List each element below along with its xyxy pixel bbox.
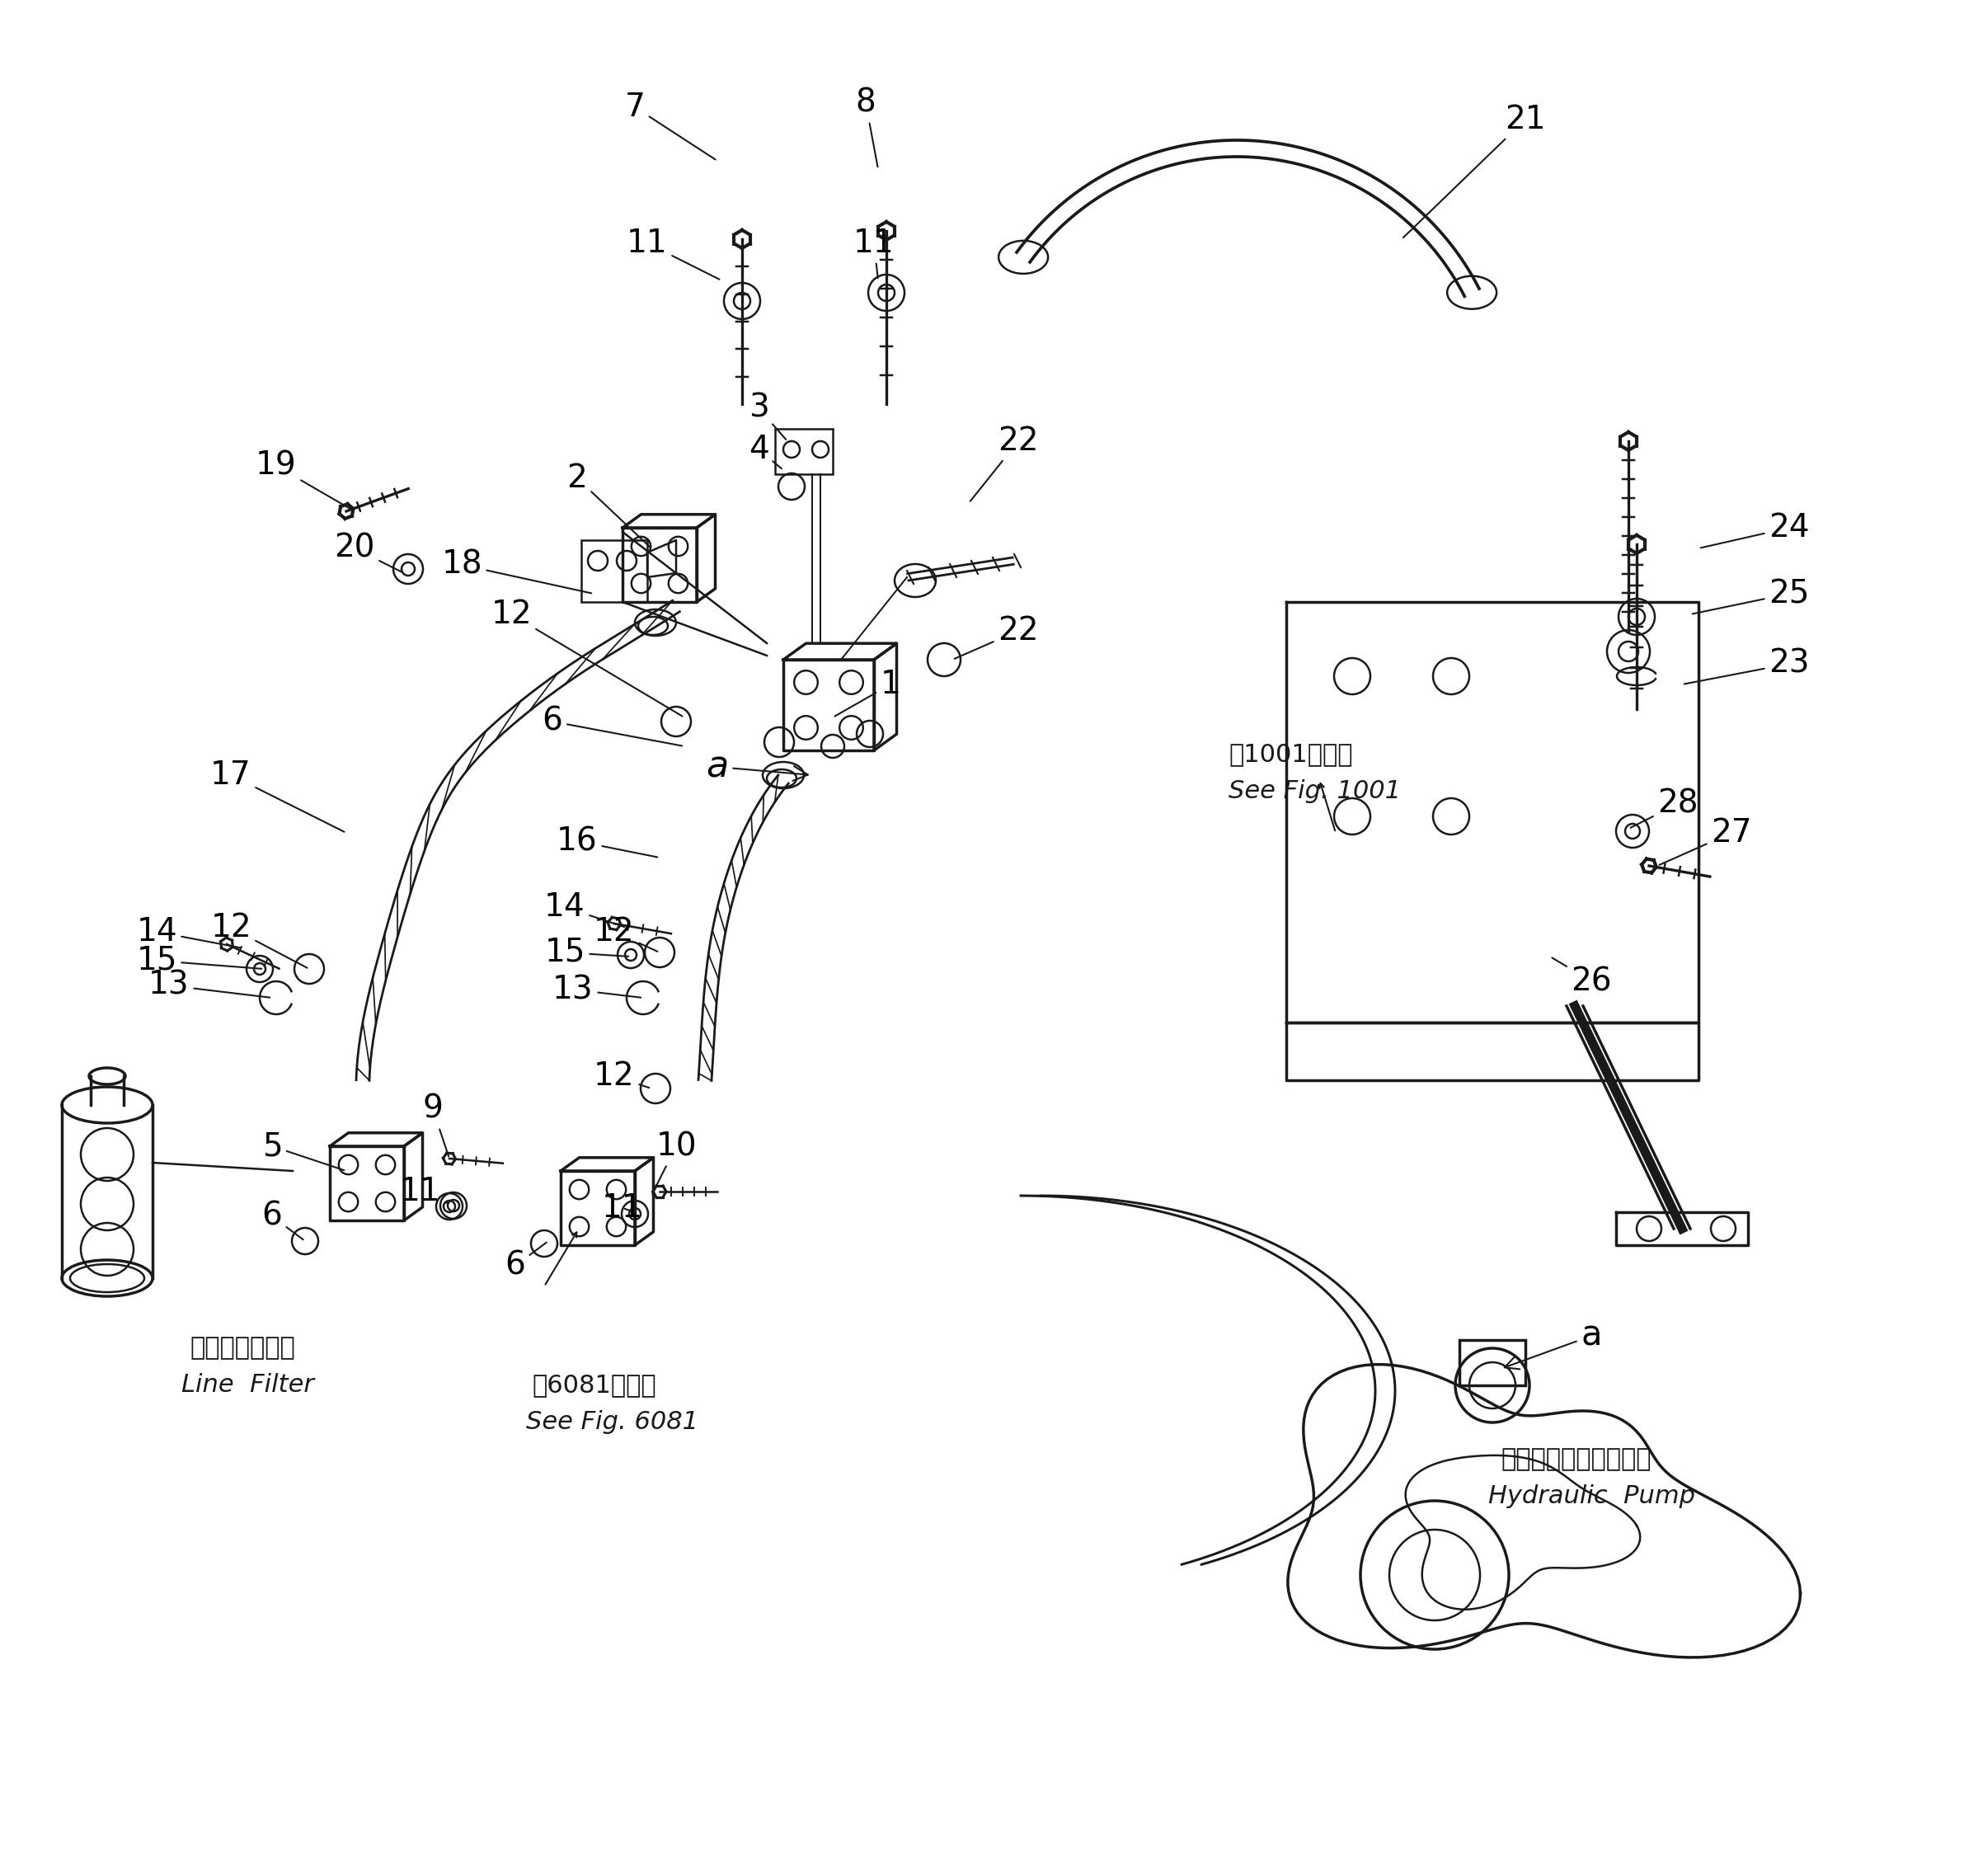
- Text: 7: 7: [625, 92, 715, 159]
- Text: 13: 13: [552, 974, 640, 1006]
- Text: See Fig. 6081: See Fig. 6081: [526, 1411, 699, 1433]
- Text: 第1001図参照: 第1001図参照: [1229, 743, 1353, 765]
- Text: 4: 4: [748, 433, 782, 469]
- Text: 10: 10: [652, 1131, 697, 1193]
- Text: 24: 24: [1701, 512, 1809, 548]
- Text: 8: 8: [856, 88, 878, 167]
- Text: 6: 6: [261, 1201, 302, 1240]
- Text: 5: 5: [261, 1131, 344, 1171]
- Text: Hydraulic  Pump: Hydraulic Pump: [1489, 1484, 1695, 1508]
- Text: 19: 19: [255, 450, 354, 510]
- Text: 27: 27: [1660, 818, 1752, 865]
- Text: 11: 11: [627, 227, 719, 280]
- Text: 12: 12: [593, 915, 658, 951]
- Text: 3: 3: [748, 392, 786, 439]
- Text: 28: 28: [1630, 788, 1699, 827]
- Text: 11: 11: [603, 1193, 642, 1223]
- Text: ラインフィルタ: ラインフィルタ: [191, 1336, 295, 1360]
- Text: 16: 16: [556, 825, 658, 857]
- Text: 14: 14: [544, 891, 625, 927]
- Text: ハイドロリックポンプ: ハイドロリックポンプ: [1500, 1446, 1652, 1471]
- Text: a: a: [1504, 1319, 1603, 1369]
- Bar: [776, 430, 833, 475]
- Text: 15: 15: [544, 936, 628, 968]
- Text: 14: 14: [136, 915, 242, 947]
- Text: 9: 9: [422, 1094, 448, 1156]
- Text: 12: 12: [210, 912, 306, 968]
- Text: 22: 22: [970, 426, 1039, 501]
- Text: 25: 25: [1693, 578, 1809, 613]
- Text: 20: 20: [334, 533, 403, 572]
- Text: 17: 17: [210, 760, 344, 831]
- Text: 12: 12: [593, 1060, 650, 1092]
- Text: 11: 11: [401, 1176, 448, 1208]
- Text: 6: 6: [542, 705, 682, 747]
- Text: 第6081図参照: 第6081図参照: [532, 1373, 656, 1398]
- Text: 2: 2: [568, 463, 650, 546]
- Text: 11: 11: [854, 227, 894, 278]
- Text: a: a: [707, 749, 807, 784]
- Bar: [581, 540, 648, 602]
- Text: 23: 23: [1685, 647, 1809, 685]
- Text: 13: 13: [149, 970, 269, 1002]
- Text: 21: 21: [1404, 103, 1546, 238]
- Text: 12: 12: [491, 598, 682, 717]
- Text: Line  Filter: Line Filter: [181, 1373, 314, 1398]
- Text: 6: 6: [505, 1242, 546, 1281]
- Text: 1: 1: [835, 668, 901, 717]
- Text: See Fig. 1001: See Fig. 1001: [1229, 779, 1400, 803]
- Text: 22: 22: [955, 615, 1039, 658]
- Bar: [1459, 1339, 1526, 1384]
- Text: 26: 26: [1552, 959, 1612, 996]
- Text: 15: 15: [136, 946, 261, 976]
- Text: 18: 18: [442, 550, 591, 593]
